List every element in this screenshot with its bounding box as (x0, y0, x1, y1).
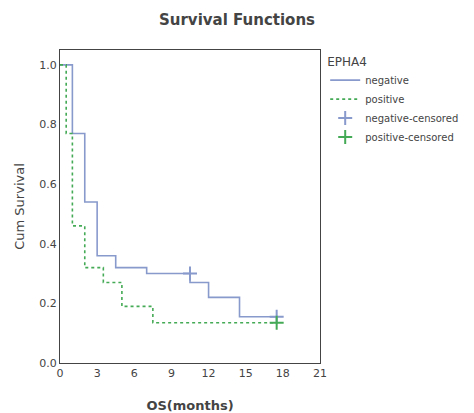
svg-text:negative-censored: negative-censored (365, 113, 458, 124)
svg-text:0: 0 (57, 367, 64, 380)
svg-text:0.2: 0.2 (39, 297, 57, 310)
svg-text:0.0: 0.0 (39, 357, 57, 370)
svg-text:3: 3 (94, 367, 101, 380)
svg-text:OS(months): OS(months) (146, 398, 233, 413)
svg-text:positive: positive (365, 94, 404, 105)
svg-text:1.0: 1.0 (39, 59, 57, 72)
svg-text:EPHA4: EPHA4 (327, 55, 367, 69)
svg-text:21: 21 (313, 367, 327, 380)
svg-text:9: 9 (168, 367, 175, 380)
svg-text:15: 15 (239, 367, 253, 380)
svg-text:Cum Survival: Cum Survival (12, 163, 27, 250)
svg-text:0.6: 0.6 (39, 178, 57, 191)
svg-text:0.4: 0.4 (39, 238, 57, 251)
svg-text:positive-censored: positive-censored (365, 132, 454, 143)
svg-text:negative: negative (365, 75, 409, 86)
svg-text:12: 12 (202, 367, 216, 380)
svg-text:Survival Functions: Survival Functions (159, 11, 315, 29)
svg-text:6: 6 (131, 367, 138, 380)
svg-text:18: 18 (276, 367, 290, 380)
svg-text:0.8: 0.8 (39, 118, 57, 131)
